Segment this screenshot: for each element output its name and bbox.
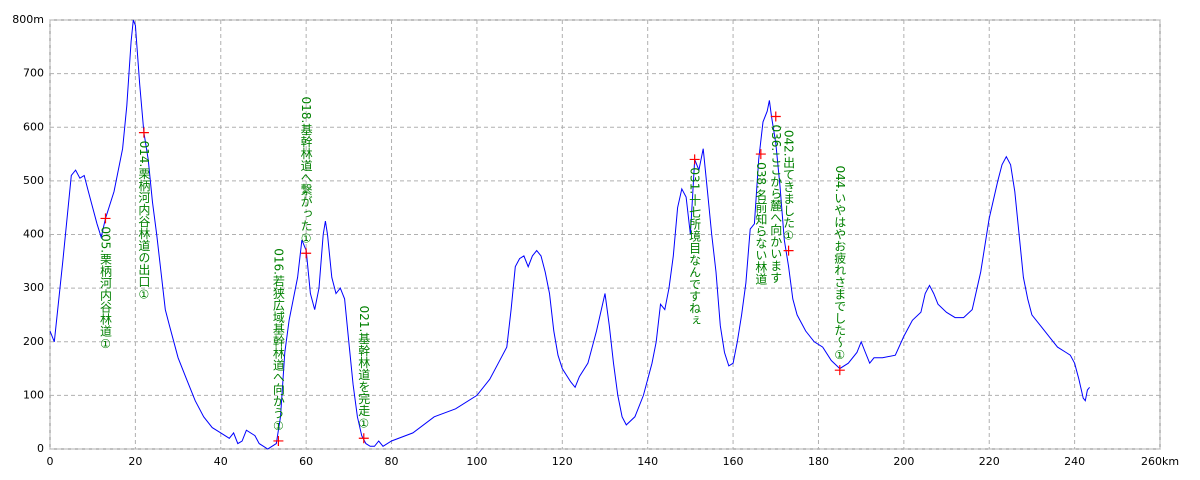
y-tick-label: 100: [23, 388, 44, 401]
y-tick-label: 200: [23, 335, 44, 348]
waypoint-marker: [783, 245, 794, 256]
x-tick-label: 120: [552, 455, 573, 468]
waypoint-marker: [358, 433, 369, 444]
x-tick-label: 200: [893, 455, 914, 468]
waypoint-label: 042.出てきました①: [782, 130, 796, 243]
waypoint-marker: [273, 435, 284, 446]
x-tick-label: 180: [808, 455, 829, 468]
elevation-line: [49, 19, 1090, 450]
x-tick-label: 220: [979, 455, 1000, 468]
x-tick-label: 80: [385, 455, 399, 468]
waypoint-marker: [755, 149, 766, 160]
waypoint-marker: [770, 111, 781, 122]
y-tick-label: 500: [23, 174, 44, 187]
waypoint-label: 021.基幹林道を完走①: [357, 306, 371, 431]
waypoint-label: 038.名前知らない林道: [754, 162, 768, 285]
waypoint-label: 005.栗柄河内谷林道①: [99, 226, 113, 351]
waypoint-label: 014.栗柄河内谷林道の出口①: [137, 141, 151, 302]
waypoint-marker: [301, 248, 312, 259]
y-tick-label: 0: [37, 442, 44, 455]
y-tick-label: 800m: [12, 13, 44, 26]
x-tick-label: 60: [299, 455, 313, 468]
waypoint-label: 031.十七所境目なんですねぇ: [688, 167, 702, 326]
waypoint-marker: [138, 127, 149, 138]
y-tick-label: 400: [23, 228, 44, 241]
waypoint-marker: [100, 213, 111, 224]
waypoint-label: 044.いやはやお疲れさまでした～①: [833, 165, 847, 362]
x-tick-label: 240: [1064, 455, 1085, 468]
waypoint-label: 016.若狭広域基幹林道へ向かう①: [271, 248, 285, 433]
waypoint-label: 036.ここから麓へ向かいます: [769, 125, 783, 284]
y-tick-label: 600: [23, 120, 44, 133]
x-tick-label: 20: [128, 455, 142, 468]
y-tick-label: 700: [23, 67, 44, 80]
x-tick-label: 260km: [1141, 455, 1179, 468]
x-tick-label: 0: [47, 455, 54, 468]
x-tick-label: 140: [637, 455, 658, 468]
x-tick-label: 100: [466, 455, 487, 468]
waypoint-marker: [834, 365, 845, 376]
x-tick-label: 160: [723, 455, 744, 468]
waypoint-label: 018.基幹林道へ繋がった①: [299, 97, 313, 246]
waypoint-marker: [689, 154, 700, 165]
y-tick-label: 300: [23, 281, 44, 294]
x-tick-label: 40: [214, 455, 228, 468]
